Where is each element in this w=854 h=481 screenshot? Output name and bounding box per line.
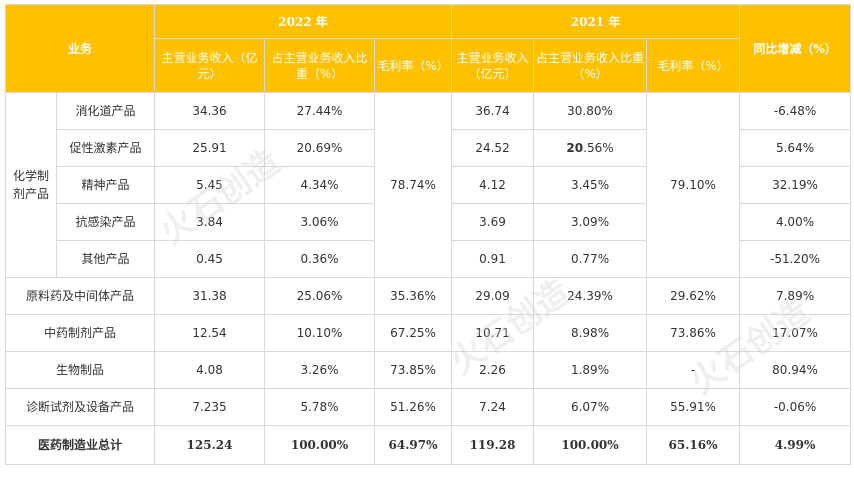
header-year-2021: 2021 年 — [451, 4, 741, 39]
row-name: 其他产品 — [55, 240, 156, 278]
revenue-2021: 10.71 — [451, 314, 535, 352]
yoy-change: -6.48% — [739, 92, 852, 130]
total-label: 医药制造业总计 — [4, 425, 156, 465]
total-revenue-2021: 119.28 — [451, 425, 535, 465]
revenue-2021: 24.52 — [451, 129, 535, 167]
header-gross-margin-2022: 毛利率（%） — [374, 38, 453, 93]
revenue-2021: 3.69 — [451, 203, 535, 241]
row-name: 精神产品 — [55, 166, 156, 204]
share-2021: 3.09% — [533, 203, 648, 241]
share-2021-rest: .56% — [583, 141, 614, 155]
row-name: 中药制剂产品 — [4, 314, 156, 352]
revenue-2022: 12.54 — [154, 314, 266, 352]
table-container: 业务 2022 年 2021 年 同比增减（%） 主营业务收入（亿元） 占主营业… — [4, 4, 852, 465]
total-row: 医药制造业总计 125.24 100.00% 64.97% 119.28 100… — [4, 425, 852, 465]
share-2022: 0.36% — [264, 240, 376, 278]
gross-margin-2022-chemical: 78.74% — [374, 92, 453, 278]
gross-margin-2022: 67.25% — [374, 314, 453, 352]
total-revenue-2022: 125.24 — [154, 425, 266, 465]
row-name: 抗感染产品 — [55, 203, 156, 241]
share-2022: 25.06% — [264, 277, 376, 315]
share-2021: 8.98% — [533, 314, 648, 352]
share-2022: 10.10% — [264, 314, 376, 352]
table-row: 中药制剂产品 12.54 10.10% 67.25% 10.71 8.98% 7… — [4, 314, 852, 352]
header-business: 业务 — [4, 4, 156, 93]
share-2021: 0.77% — [533, 240, 648, 278]
yoy-change: 4.00% — [739, 203, 852, 241]
total-gross-margin-2022: 64.97% — [374, 425, 453, 465]
share-2021-bold-part: 20 — [566, 141, 584, 155]
gross-margin-2022: 51.26% — [374, 388, 453, 426]
business-revenue-table: 业务 2022 年 2021 年 同比增减（%） 主营业务收入（亿元） 占主营业… — [4, 4, 852, 465]
row-name: 生物制品 — [4, 351, 156, 389]
share-2021: 1.89% — [533, 351, 648, 389]
header-yoy: 同比增减（%） — [739, 4, 852, 93]
header-share-2022: 占主营业务收入比重（%） — [264, 38, 376, 93]
row-name: 促性激素产品 — [55, 129, 156, 167]
share-2022: 27.44% — [264, 92, 376, 130]
yoy-change: 80.94% — [739, 351, 852, 389]
share-2022: 20.69% — [264, 129, 376, 167]
header-year-2022: 2022 年 — [154, 4, 453, 39]
revenue-2021: 2.26 — [451, 351, 535, 389]
share-2022: 4.34% — [264, 166, 376, 204]
total-share-2022: 100.00% — [264, 425, 376, 465]
gross-margin-2022: 73.85% — [374, 351, 453, 389]
share-2021: 20.56% — [533, 129, 648, 167]
table-row: 其他产品 0.45 0.36% 0.91 0.77% -51.20% — [6, 240, 852, 278]
revenue-2022: 7.235 — [154, 388, 266, 426]
gross-margin-2021: - — [646, 351, 741, 389]
share-2021: 3.45% — [533, 166, 648, 204]
gross-margin-2021-chemical: 79.10% — [646, 92, 741, 278]
yoy-change: 7.89% — [739, 277, 852, 315]
table-row: 诊断试剂及设备产品 7.235 5.78% 51.26% 7.24 6.07% … — [4, 388, 852, 426]
revenue-2022: 25.91 — [154, 129, 266, 167]
group-chemical-preparations: 化学制剂产品 — [5, 92, 57, 278]
header-share-2021: 占主营业务收入比重（%） — [533, 38, 648, 93]
yoy-change: -0.06% — [739, 388, 852, 426]
revenue-2022: 34.36 — [154, 92, 266, 130]
revenue-2022: 31.38 — [154, 277, 266, 315]
yoy-change: 17.07% — [739, 314, 852, 352]
header-revenue-2022: 主营业务收入（亿元） — [154, 38, 266, 93]
table-row: 生物制品 4.08 3.26% 73.85% 2.26 1.89% - 80.9… — [4, 351, 852, 389]
table-row: 促性激素产品 25.91 20.69% 24.52 20.56% 5.64% — [6, 129, 852, 167]
revenue-2021: 4.12 — [451, 166, 535, 204]
share-2021: 6.07% — [533, 388, 648, 426]
share-2022: 3.26% — [264, 351, 376, 389]
gross-margin-2021: 29.62% — [646, 277, 741, 315]
revenue-2022: 0.45 — [154, 240, 266, 278]
gross-margin-2021: 55.91% — [646, 388, 741, 426]
yoy-change: 5.64% — [739, 129, 852, 167]
row-name: 消化道产品 — [55, 92, 156, 130]
revenue-2021: 0.91 — [451, 240, 535, 278]
header-gross-margin-2021: 毛利率（%） — [646, 38, 741, 93]
revenue-2021: 36.74 — [451, 92, 535, 130]
table-row: 化学制剂产品 消化道产品 34.36 27.44% 78.74% 36.74 3… — [5, 92, 852, 278]
total-yoy-change: 4.99% — [739, 425, 852, 465]
revenue-2021: 29.09 — [451, 277, 535, 315]
row-name: 原料药及中间体产品 — [4, 277, 156, 315]
revenue-2022: 4.08 — [154, 351, 266, 389]
share-2021: 24.39% — [533, 277, 648, 315]
total-gross-margin-2021: 65.16% — [646, 425, 741, 465]
row-name: 诊断试剂及设备产品 — [4, 388, 156, 426]
revenue-2022: 5.45 — [154, 166, 266, 204]
yoy-change: -51.20% — [739, 240, 852, 278]
share-2022: 3.06% — [264, 203, 376, 241]
gross-margin-2022: 35.36% — [374, 277, 453, 315]
revenue-2022: 3.84 — [154, 203, 266, 241]
header-revenue-2021: 主营业务收入（亿元） — [451, 38, 535, 93]
share-2021: 30.80% — [533, 92, 648, 130]
table-row: 原料药及中间体产品 31.38 25.06% 35.36% 29.09 24.3… — [4, 277, 852, 315]
share-2022: 5.78% — [264, 388, 376, 426]
gross-margin-2021: 73.86% — [646, 314, 741, 352]
total-share-2021: 100.00% — [533, 425, 648, 465]
revenue-2021: 7.24 — [451, 388, 535, 426]
yoy-change: 32.19% — [739, 166, 852, 204]
